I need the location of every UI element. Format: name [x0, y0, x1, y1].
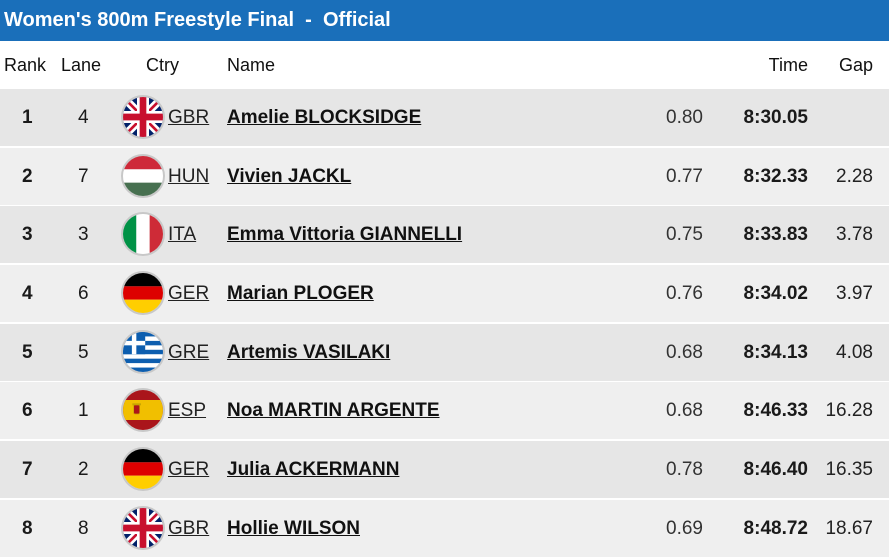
gap-cell: 4.08 [836, 341, 873, 363]
reaction-time-cell: 0.80 [666, 107, 703, 128]
athlete-name-link[interactable]: Hollie WILSON [227, 517, 360, 539]
country-link[interactable]: ITA [168, 224, 197, 246]
ita-flag-icon [123, 214, 163, 255]
lane-cell: 2 [78, 459, 89, 481]
header-country: Ctry [146, 55, 179, 75]
table-row: 4 6 GER Marian PLOGER 0.76 8:34.02 3.97 [0, 265, 889, 323]
table-row: 8 8 GBR Hollie WILSON 0.69 8:48.72 18.67 [0, 499, 889, 557]
gap-cell: 3.78 [836, 224, 873, 246]
reaction-time-cell: 0.68 [666, 400, 703, 422]
ger-flag-icon [123, 449, 163, 490]
athlete-name-link[interactable]: Emma Vittoria GIANNELLI [227, 224, 463, 246]
country-link[interactable]: GBR [168, 107, 210, 128]
lane-cell: 8 [78, 517, 89, 539]
gbr-flag-icon [123, 507, 163, 548]
athlete-name-link[interactable]: Vivien JACKL [227, 165, 352, 187]
table-row: 1 4 GBR Amelie BLOCKSIDGE 0.80 8:30.05 [0, 89, 889, 146]
gap-cell: 16.35 [825, 459, 873, 481]
hun-flag-icon [123, 155, 163, 196]
lane-cell: 1 [78, 400, 89, 422]
results-table-header: Rank Lane Ctry Name Time Gap [0, 41, 889, 89]
header-rank: Rank [4, 55, 47, 75]
gap-cell: 16.28 [825, 400, 873, 422]
country-link[interactable]: GER [168, 459, 210, 481]
time-cell: 8:30.05 [743, 107, 808, 128]
rank-cell: 5 [22, 341, 33, 363]
gap-cell: 2.28 [836, 165, 873, 187]
header-gap: Gap [838, 55, 873, 75]
lane-cell: 7 [78, 165, 89, 187]
reaction-time-cell: 0.78 [666, 459, 703, 481]
time-cell: 8:33.83 [743, 224, 808, 246]
athlete-name-link[interactable]: Noa MARTIN ARGENTE [227, 400, 440, 422]
rank-cell: 2 [22, 165, 33, 187]
time-cell: 8:46.33 [743, 400, 808, 422]
page-title: Women's 800m Freestyle Final - Official [0, 0, 889, 41]
time-cell: 8:34.02 [743, 283, 808, 305]
header-time: Time [768, 55, 808, 75]
country-link[interactable]: GRE [168, 341, 210, 363]
country-link[interactable]: GBR [168, 517, 210, 539]
table-row: 5 5 GRE Artemis VASILAKI 0.68 8:34.13 4.… [0, 323, 889, 381]
ger-flag-icon [123, 273, 163, 314]
athlete-name-link[interactable]: Julia ACKERMANN [227, 459, 400, 481]
rank-cell: 6 [22, 400, 33, 422]
country-link[interactable]: HUN [168, 165, 210, 187]
rank-cell: 1 [22, 107, 33, 128]
reaction-time-cell: 0.68 [666, 341, 703, 363]
table-row: 7 2 GER Julia ACKERMANN 0.78 8:46.40 16.… [0, 441, 889, 499]
esp-flag-icon [123, 390, 163, 431]
table-row: 3 3 ITA Emma Vittoria GIANNELLI 0.75 8:3… [0, 206, 889, 264]
gbr-flag-icon [123, 97, 163, 137]
lane-cell: 4 [78, 107, 89, 128]
country-link[interactable]: ESP [168, 400, 207, 422]
country-link[interactable]: GER [168, 283, 210, 305]
reaction-time-cell: 0.76 [666, 283, 703, 305]
gre-flag-icon [123, 331, 163, 372]
reaction-time-cell: 0.77 [666, 165, 703, 187]
gap-cell: 3.97 [836, 283, 873, 305]
athlete-name-link[interactable]: Artemis VASILAKI [227, 341, 391, 363]
lane-cell: 5 [78, 341, 89, 363]
time-cell: 8:48.72 [743, 517, 808, 539]
results-table-body: 1 4 GBR Amelie BLOCKSIDGE 0.80 8:30.05 2… [0, 89, 889, 557]
rank-cell: 8 [22, 517, 33, 539]
reaction-time-cell: 0.75 [666, 224, 703, 246]
time-cell: 8:46.40 [743, 459, 808, 481]
time-cell: 8:32.33 [743, 165, 808, 187]
lane-cell: 3 [78, 224, 89, 246]
reaction-time-cell: 0.69 [666, 517, 703, 539]
athlete-name-link[interactable]: Marian PLOGER [227, 283, 374, 305]
table-row: 6 1 ESP Noa MARTIN ARGENTE 0.68 8:46.33 … [0, 382, 889, 440]
gap-cell: 18.67 [825, 517, 873, 539]
athlete-name-link[interactable]: Amelie BLOCKSIDGE [227, 107, 422, 128]
table-row: 2 7 HUN Vivien JACKL 0.77 8:32.33 2.28 [0, 147, 889, 205]
lane-cell: 6 [78, 283, 89, 305]
header-lane: Lane [61, 55, 102, 75]
rank-cell: 4 [22, 283, 33, 305]
header-name: Name [227, 55, 276, 75]
rank-cell: 3 [22, 224, 33, 246]
time-cell: 8:34.13 [743, 341, 808, 363]
rank-cell: 7 [22, 459, 33, 481]
